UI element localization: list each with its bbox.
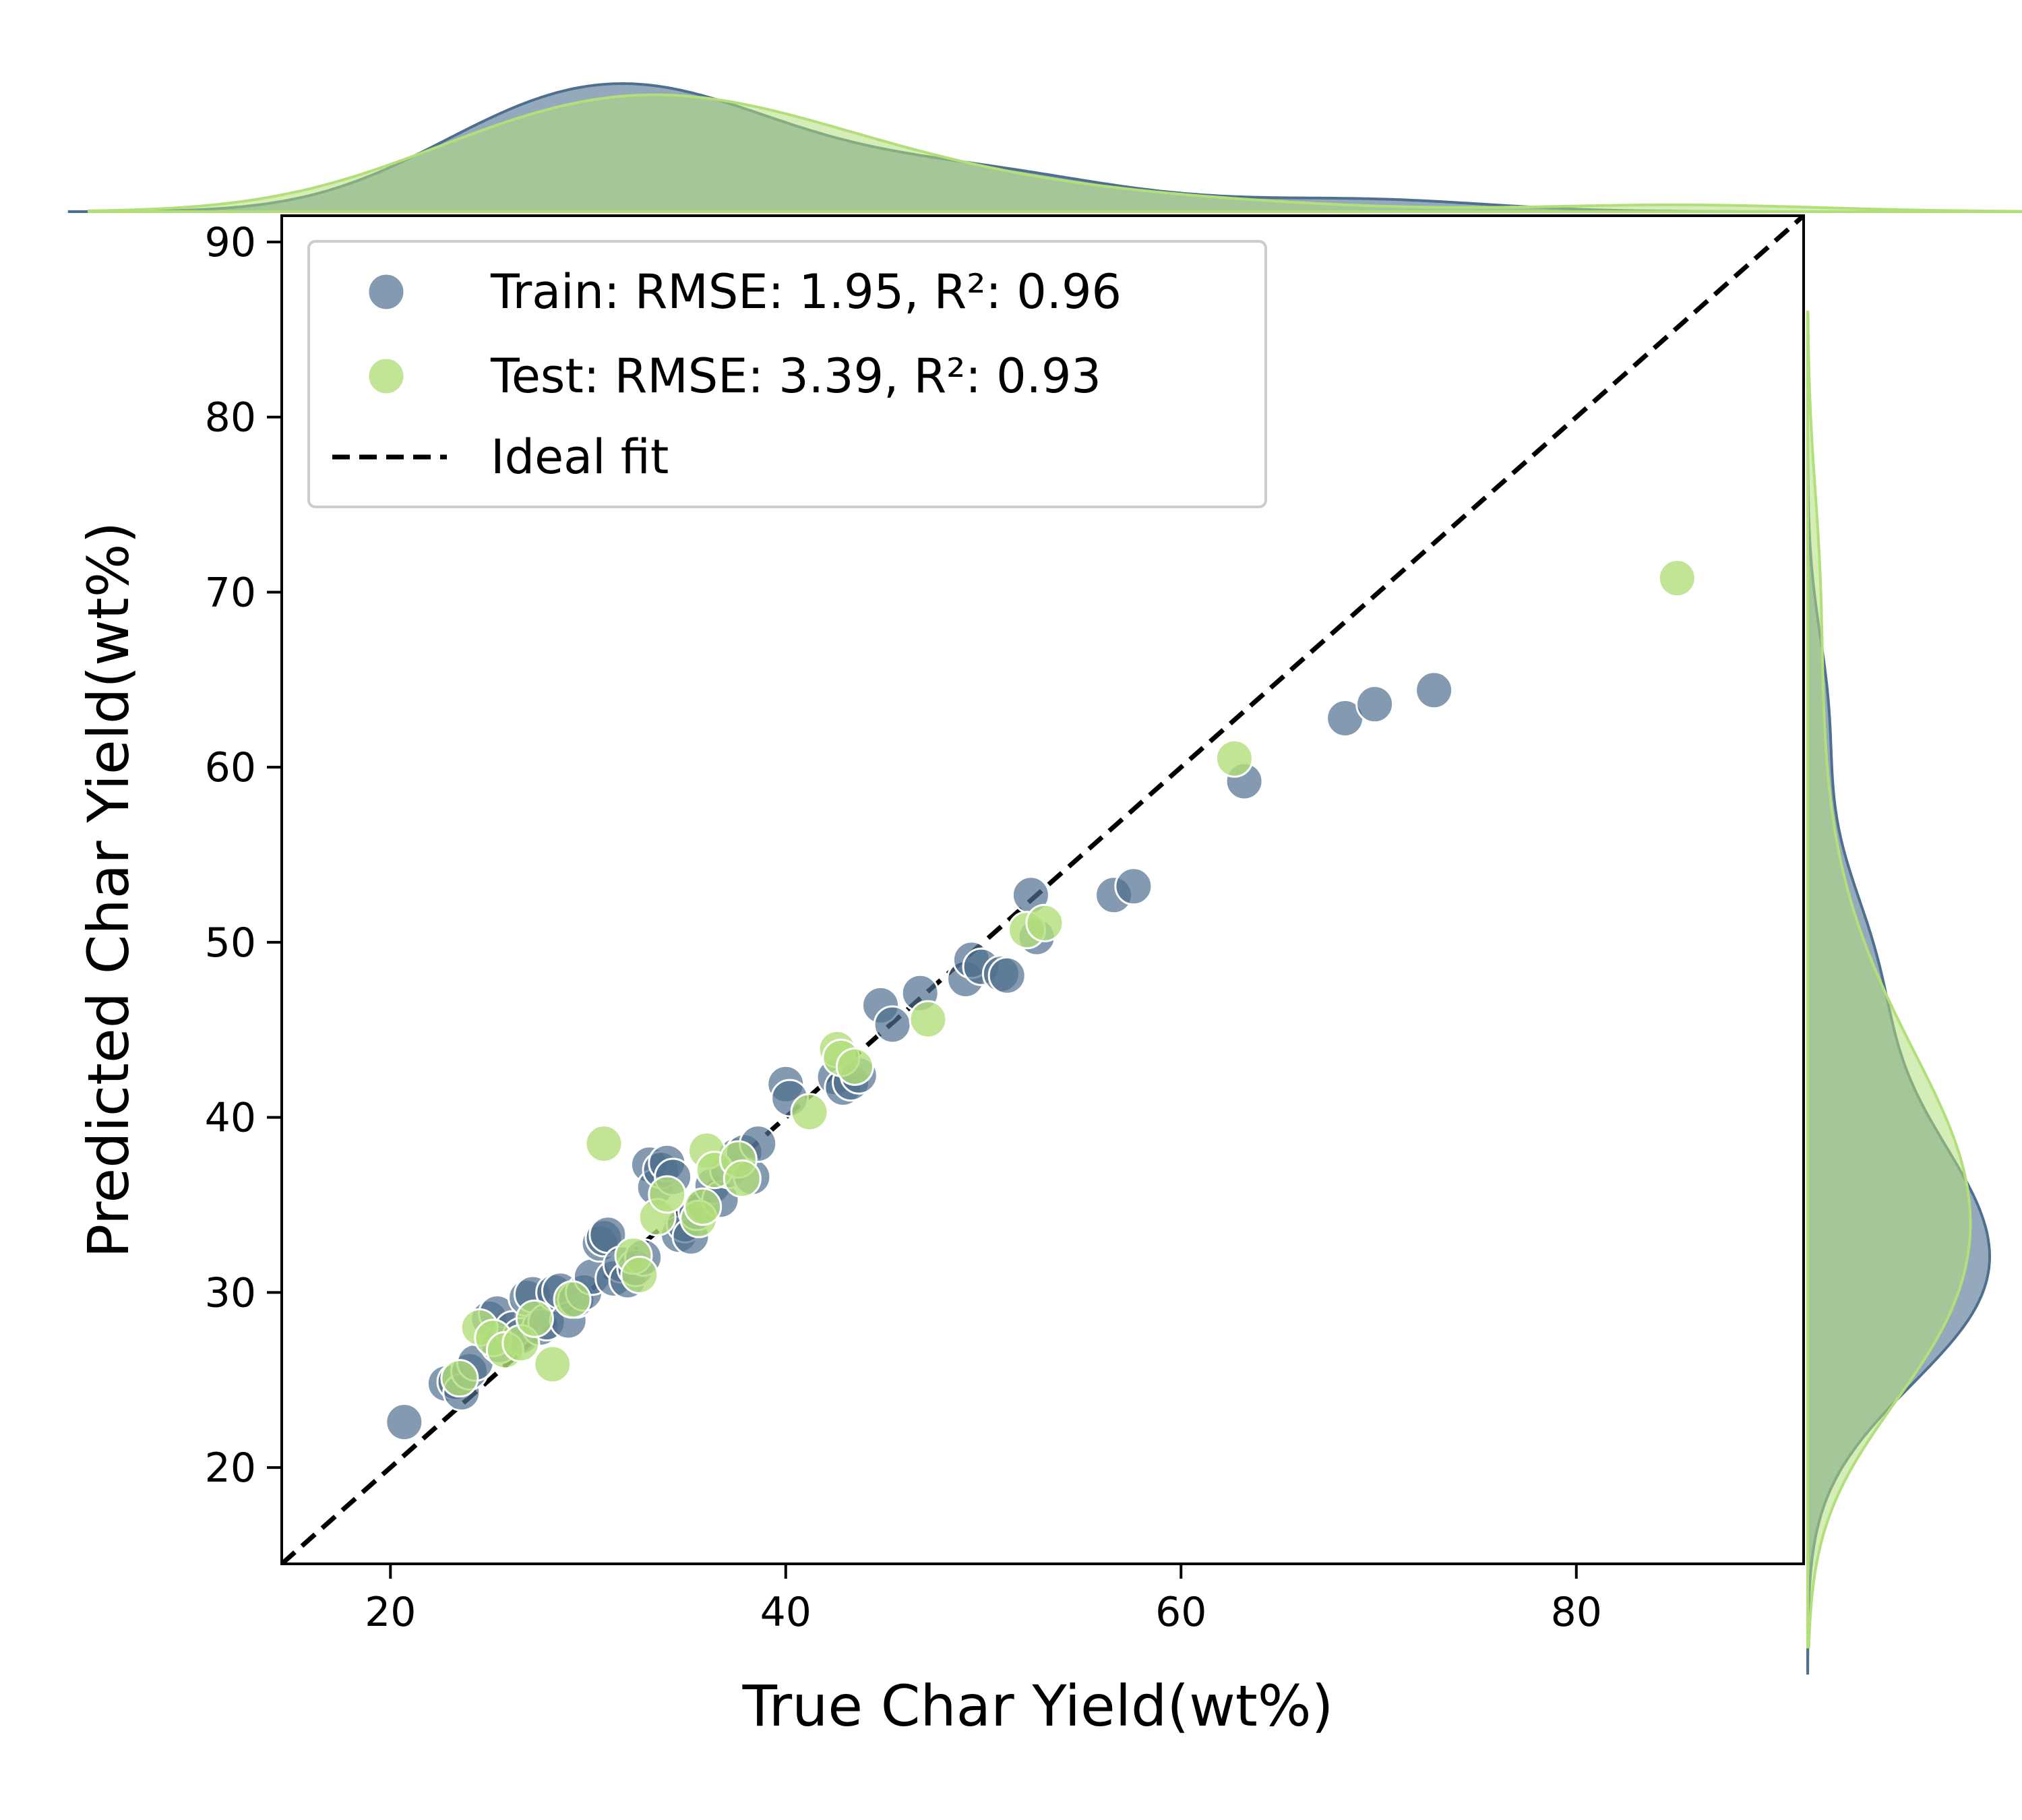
legend: Train: RMSE: 1.95, R²: 0.96 Test: RMSE: … (307, 240, 1267, 508)
y-tick-label: 60 (205, 744, 256, 791)
y-tick-label: 70 (205, 569, 256, 616)
plot-frame (280, 214, 1805, 1565)
test-y-density (1806, 310, 1972, 1649)
test-point (440, 1359, 479, 1398)
test-point (835, 1047, 874, 1086)
y-tick-label: 20 (205, 1445, 256, 1492)
test-point (909, 1000, 948, 1039)
legend-marker-train (367, 272, 406, 311)
y-tick-label: 40 (205, 1095, 256, 1142)
plot-area (282, 216, 1804, 1564)
test-point (533, 1345, 572, 1384)
y-axis-title: Predicted Char Yield(wt%) (75, 522, 142, 1258)
x-tick-label: 20 (365, 1589, 416, 1636)
train-point (1415, 671, 1454, 710)
legend-label-test: Test: RMSE: 3.39, R²: 0.93 (490, 348, 1101, 404)
train-point (385, 1403, 424, 1442)
x-tick-label: 80 (1551, 1589, 1602, 1636)
y-tick-label: 50 (205, 919, 256, 967)
test-point (620, 1255, 659, 1294)
right-marginal-kde (1806, 310, 1992, 1675)
test-point (648, 1175, 687, 1214)
test-x-density (88, 93, 2022, 213)
test-point (584, 1124, 623, 1163)
legend-label-train: Train: RMSE: 1.95, R²: 0.96 (490, 264, 1122, 320)
train-point (873, 1005, 912, 1044)
test-point (1215, 739, 1254, 778)
test-point (723, 1159, 762, 1199)
test-point (553, 1280, 592, 1319)
legend-marker-test (367, 357, 406, 396)
y-tick-label: 30 (205, 1269, 256, 1316)
test-point (1025, 903, 1064, 942)
y-axis: 20 30 40 50 60 70 80 90 (205, 219, 282, 1492)
y-tick-label: 80 (205, 394, 256, 442)
train-point (987, 956, 1027, 995)
x-tick-label: 60 (1155, 1589, 1206, 1636)
top-marginal-kde (67, 82, 2022, 213)
legend-label-ideal-fit: Ideal fit (491, 429, 669, 485)
x-axis-title: True Char Yield(wt%) (742, 1673, 1334, 1739)
test-point (1657, 559, 1696, 598)
x-axis: 20 40 60 80 (365, 1564, 1602, 1636)
legend-box (307, 240, 1267, 508)
x-tick-label: 40 (760, 1589, 811, 1636)
train-point (1355, 685, 1395, 724)
test-point (515, 1299, 554, 1338)
y-tick-label: 90 (205, 219, 256, 266)
test-point (790, 1093, 829, 1132)
train-point (1114, 867, 1153, 906)
test-point (683, 1187, 723, 1226)
